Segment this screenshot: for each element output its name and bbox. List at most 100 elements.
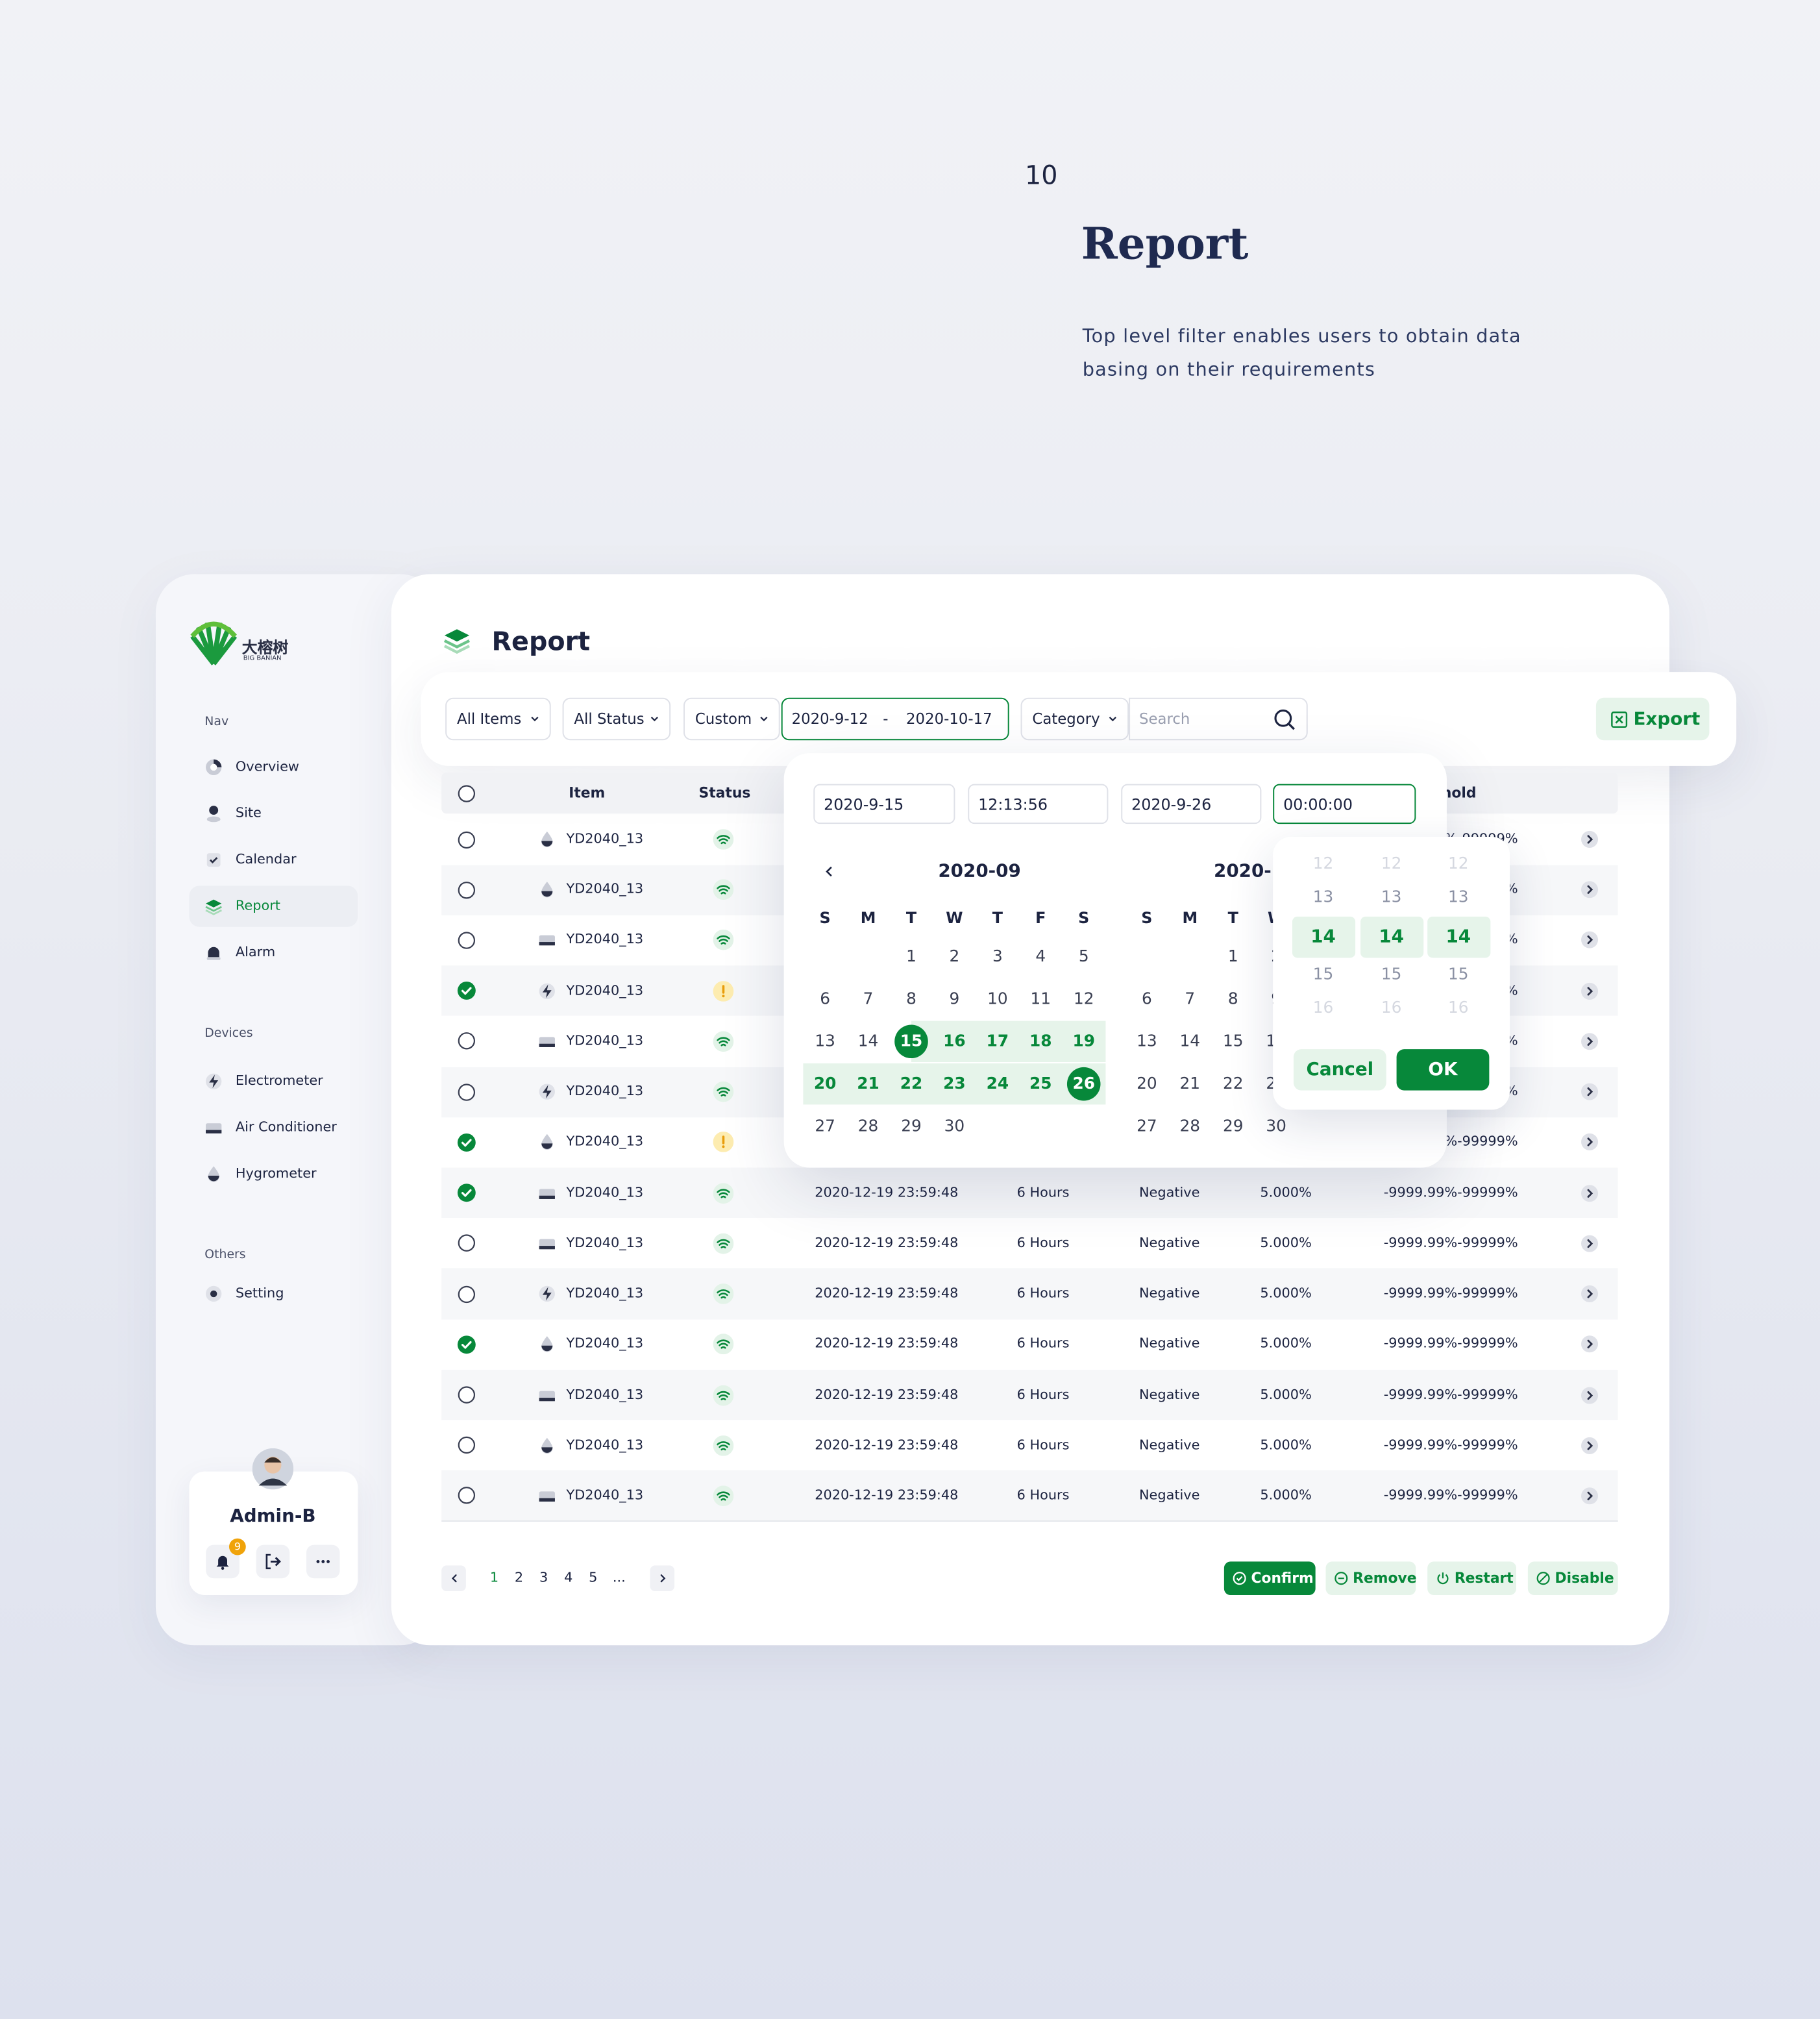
calendar-day[interactable]: 29 xyxy=(901,1115,922,1135)
row-checkbox[interactable] xyxy=(456,1486,476,1505)
calendar-day[interactable]: 1 xyxy=(1227,946,1238,965)
calendar-day[interactable]: 23 xyxy=(943,1073,966,1093)
row-detail-arrow[interactable] xyxy=(1580,830,1599,848)
export-icon[interactable] xyxy=(1610,710,1629,728)
calendar-day[interactable]: 16 xyxy=(943,1030,966,1050)
calendar-day[interactable]: 28 xyxy=(1179,1115,1201,1135)
row-detail-arrow[interactable] xyxy=(1580,1032,1599,1050)
row-detail-arrow[interactable] xyxy=(1580,932,1599,950)
next-page-icon[interactable] xyxy=(656,1572,669,1585)
calendar-day[interactable]: 14 xyxy=(857,1030,879,1050)
row-detail-arrow[interactable] xyxy=(1580,1083,1599,1101)
time-option[interactable]: 16 xyxy=(1448,997,1469,1017)
time-option[interactable]: 15 xyxy=(1448,963,1469,984)
export-label[interactable]: Export xyxy=(1633,708,1701,730)
calendar-day[interactable]: 30 xyxy=(1266,1115,1286,1135)
time-option[interactable]: 16 xyxy=(1381,997,1402,1017)
nav-item[interactable]: Hygrometer xyxy=(235,1166,317,1182)
row-checkbox[interactable] xyxy=(456,880,476,900)
row-checked[interactable] xyxy=(456,1133,476,1152)
user-action-icon[interactable] xyxy=(214,1553,232,1571)
calendar-day[interactable]: 28 xyxy=(857,1115,879,1135)
time-selected[interactable] xyxy=(1360,916,1424,958)
row-detail-arrow[interactable] xyxy=(1580,1437,1599,1455)
action-icon[interactable] xyxy=(1536,1570,1551,1586)
nav-item[interactable]: Site xyxy=(235,805,262,821)
nav-item[interactable]: Setting xyxy=(235,1285,284,1302)
row-checkbox[interactable] xyxy=(456,1284,476,1304)
date-input[interactable] xyxy=(813,784,955,824)
calendar-day[interactable]: 1 xyxy=(906,946,916,965)
calendar-day[interactable]: 7 xyxy=(1185,988,1196,1008)
row-detail-arrow[interactable] xyxy=(1580,1285,1599,1303)
row-checkbox[interactable] xyxy=(456,1082,476,1102)
calendar-day[interactable]: 14 xyxy=(1179,1030,1201,1050)
time-selected[interactable] xyxy=(1427,916,1491,958)
search-box[interactable] xyxy=(1129,697,1308,741)
row-detail-arrow[interactable] xyxy=(1580,982,1599,1000)
row-checkbox[interactable] xyxy=(456,1032,476,1051)
nav-item[interactable]: Alarm xyxy=(235,945,276,960)
calendar-day[interactable]: 19 xyxy=(1072,1030,1095,1050)
date-input-value[interactable]: 2020-9-15 xyxy=(824,795,904,813)
calendar-day[interactable]: 15 xyxy=(1222,1030,1244,1050)
time-option[interactable]: 12 xyxy=(1448,853,1469,873)
calendar-day[interactable]: 22 xyxy=(1222,1073,1244,1093)
calendar-day[interactable]: 15 xyxy=(900,1030,923,1050)
row-checkbox[interactable] xyxy=(456,830,476,849)
calendar-day[interactable]: 20 xyxy=(813,1073,837,1093)
row-checkbox[interactable] xyxy=(456,1233,476,1253)
time-option[interactable]: 13 xyxy=(1381,886,1402,906)
row-detail-arrow[interactable] xyxy=(1580,1133,1599,1152)
row-detail-arrow[interactable] xyxy=(1580,1335,1599,1354)
calendar-day[interactable]: 12 xyxy=(1073,988,1094,1008)
calendar-day[interactable]: 26 xyxy=(1072,1073,1095,1093)
nav-item[interactable]: Calendar xyxy=(235,852,297,868)
calendar-day[interactable]: 13 xyxy=(815,1030,835,1050)
calendar-day[interactable]: 30 xyxy=(944,1115,965,1135)
time-option[interactable]: 14 xyxy=(1445,926,1471,948)
time-option[interactable]: 15 xyxy=(1381,963,1402,984)
time-option[interactable]: 12 xyxy=(1381,853,1402,873)
row-detail-arrow[interactable] xyxy=(1580,1386,1599,1404)
action-label[interactable]: Disable xyxy=(1555,1570,1614,1587)
calendar-day[interactable]: 29 xyxy=(1222,1115,1244,1135)
action-icon[interactable] xyxy=(1435,1570,1451,1586)
cancel-label[interactable]: Cancel xyxy=(1306,1059,1374,1080)
page-number[interactable]: 1 xyxy=(489,1570,499,1586)
cancel-button[interactable] xyxy=(1293,1049,1386,1091)
row-checked[interactable] xyxy=(456,1335,476,1354)
date-input[interactable] xyxy=(1273,784,1416,824)
calendar-day[interactable]: 3 xyxy=(992,946,1003,965)
row-checkbox[interactable] xyxy=(456,931,476,950)
prev-month[interactable] xyxy=(821,864,837,880)
calendar-day[interactable]: 24 xyxy=(986,1073,1009,1093)
calendar-day[interactable]: 27 xyxy=(1137,1115,1157,1135)
calendar-day[interactable]: 20 xyxy=(1137,1073,1157,1093)
nav-item[interactable]: Air Conditioner xyxy=(235,1119,337,1135)
calendar-day[interactable]: 21 xyxy=(857,1073,879,1093)
page-number[interactable]: 4 xyxy=(564,1570,573,1586)
calendar-day[interactable]: 8 xyxy=(1227,988,1238,1008)
row-detail-arrow[interactable] xyxy=(1580,1184,1599,1202)
action-label[interactable]: Confirm xyxy=(1251,1570,1314,1587)
time-option[interactable]: 15 xyxy=(1312,963,1334,984)
user-action-icon[interactable] xyxy=(264,1553,282,1571)
date-input-value[interactable]: 2020-9-26 xyxy=(1131,795,1212,813)
action-button[interactable] xyxy=(1224,1561,1316,1595)
select-all[interactable] xyxy=(456,784,476,803)
nav-item[interactable]: Overview xyxy=(235,759,299,775)
action-label[interactable]: Remove xyxy=(1353,1570,1417,1587)
action-button[interactable] xyxy=(1427,1561,1517,1595)
page-number[interactable]: 3 xyxy=(539,1570,548,1586)
calendar-day[interactable]: 21 xyxy=(1179,1073,1201,1093)
ok-label[interactable]: OK xyxy=(1428,1059,1458,1080)
prev-page-icon[interactable] xyxy=(447,1572,460,1585)
calendar-day[interactable]: 8 xyxy=(906,988,916,1008)
range-endpoint[interactable] xyxy=(894,1024,928,1059)
action-icon[interactable] xyxy=(1333,1570,1349,1586)
calendar-day[interactable]: 27 xyxy=(815,1115,835,1135)
calendar-day[interactable]: 10 xyxy=(987,988,1008,1008)
action-icon[interactable] xyxy=(1232,1570,1248,1586)
calendar-day[interactable]: 4 xyxy=(1035,946,1046,965)
